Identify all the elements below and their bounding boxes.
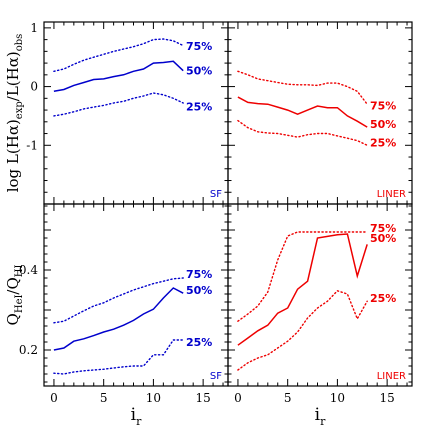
series-line-50pct	[53, 287, 184, 351]
x-axis-title: ir	[315, 405, 326, 428]
series-label-25pct: 25%	[186, 336, 212, 349]
panel-tag: LINER	[377, 371, 406, 382]
series-label-25pct: 25%	[186, 101, 212, 114]
series-line-75pct	[237, 231, 368, 322]
panel-tag: SF	[210, 189, 222, 200]
series-label-75pct: 75%	[186, 40, 212, 53]
y-tick-label: 0	[30, 80, 38, 94]
x-tick-label: 5	[100, 391, 108, 405]
x-axis-title: ir	[131, 405, 142, 428]
series-label-50pct: 50%	[370, 232, 396, 245]
series-label-50pct: 50%	[370, 118, 396, 131]
series-label-25pct: 25%	[370, 292, 396, 305]
y-tick-label: -1	[26, 138, 38, 152]
y-tick-label: 0.2	[19, 343, 38, 357]
series-line-25pct	[237, 119, 368, 147]
series-label-50pct: 50%	[186, 284, 212, 297]
panel-tag: SF	[210, 371, 222, 382]
series-label-75pct: 75%	[370, 99, 396, 112]
series-line-25pct	[53, 339, 184, 375]
x-tick-label: 15	[195, 391, 210, 405]
panel-top-left: -1 0 1 75% 50% 25% SF log L(Hα)exp/L(Hα)obs	[4, 21, 229, 205]
panel-tag: LINER	[377, 189, 406, 200]
series-line-25pct	[53, 92, 184, 117]
series-label-75pct: 75%	[186, 268, 212, 281]
series-line-50pct	[237, 233, 368, 346]
x-tick-label: 15	[379, 391, 394, 405]
x-tick-label: 10	[146, 391, 161, 405]
series-label-50pct: 50%	[186, 65, 212, 78]
y-axis-title: QHeI/QHI	[4, 264, 25, 325]
panel-frame	[227, 203, 413, 387]
series-line-50pct	[53, 60, 184, 93]
x-tick-label: 10	[330, 391, 345, 405]
x-tick-label: 0	[50, 391, 58, 405]
series-line-75pct	[237, 70, 368, 105]
series-line-75pct	[53, 277, 184, 324]
x-tick-label: 5	[284, 391, 292, 405]
panel-top-right: 75% 50% 25% LINER	[227, 21, 413, 205]
panel-bottom-right: 0 5 10 15 75%50% 25% LINER	[227, 203, 413, 405]
panel-frame	[227, 21, 413, 205]
y-tick-label: 1	[30, 21, 38, 35]
series-label-75pct: 75%	[370, 222, 396, 235]
y-tick-label: 0.4	[19, 263, 38, 277]
series-label-25pct: 25%	[370, 136, 396, 149]
series-line-25pct	[237, 289, 368, 371]
y-axis-title: log L(Hα)exp/L(Hα)obs	[4, 34, 25, 193]
series-line-50pct	[237, 96, 368, 128]
series-line-75pct	[53, 38, 184, 73]
x-tick-label: 0	[234, 391, 242, 405]
panel-bottom-left: 0.2 0.4 0 5 10 15 75% 50% 25% SF QHeI/QHI	[4, 203, 229, 405]
